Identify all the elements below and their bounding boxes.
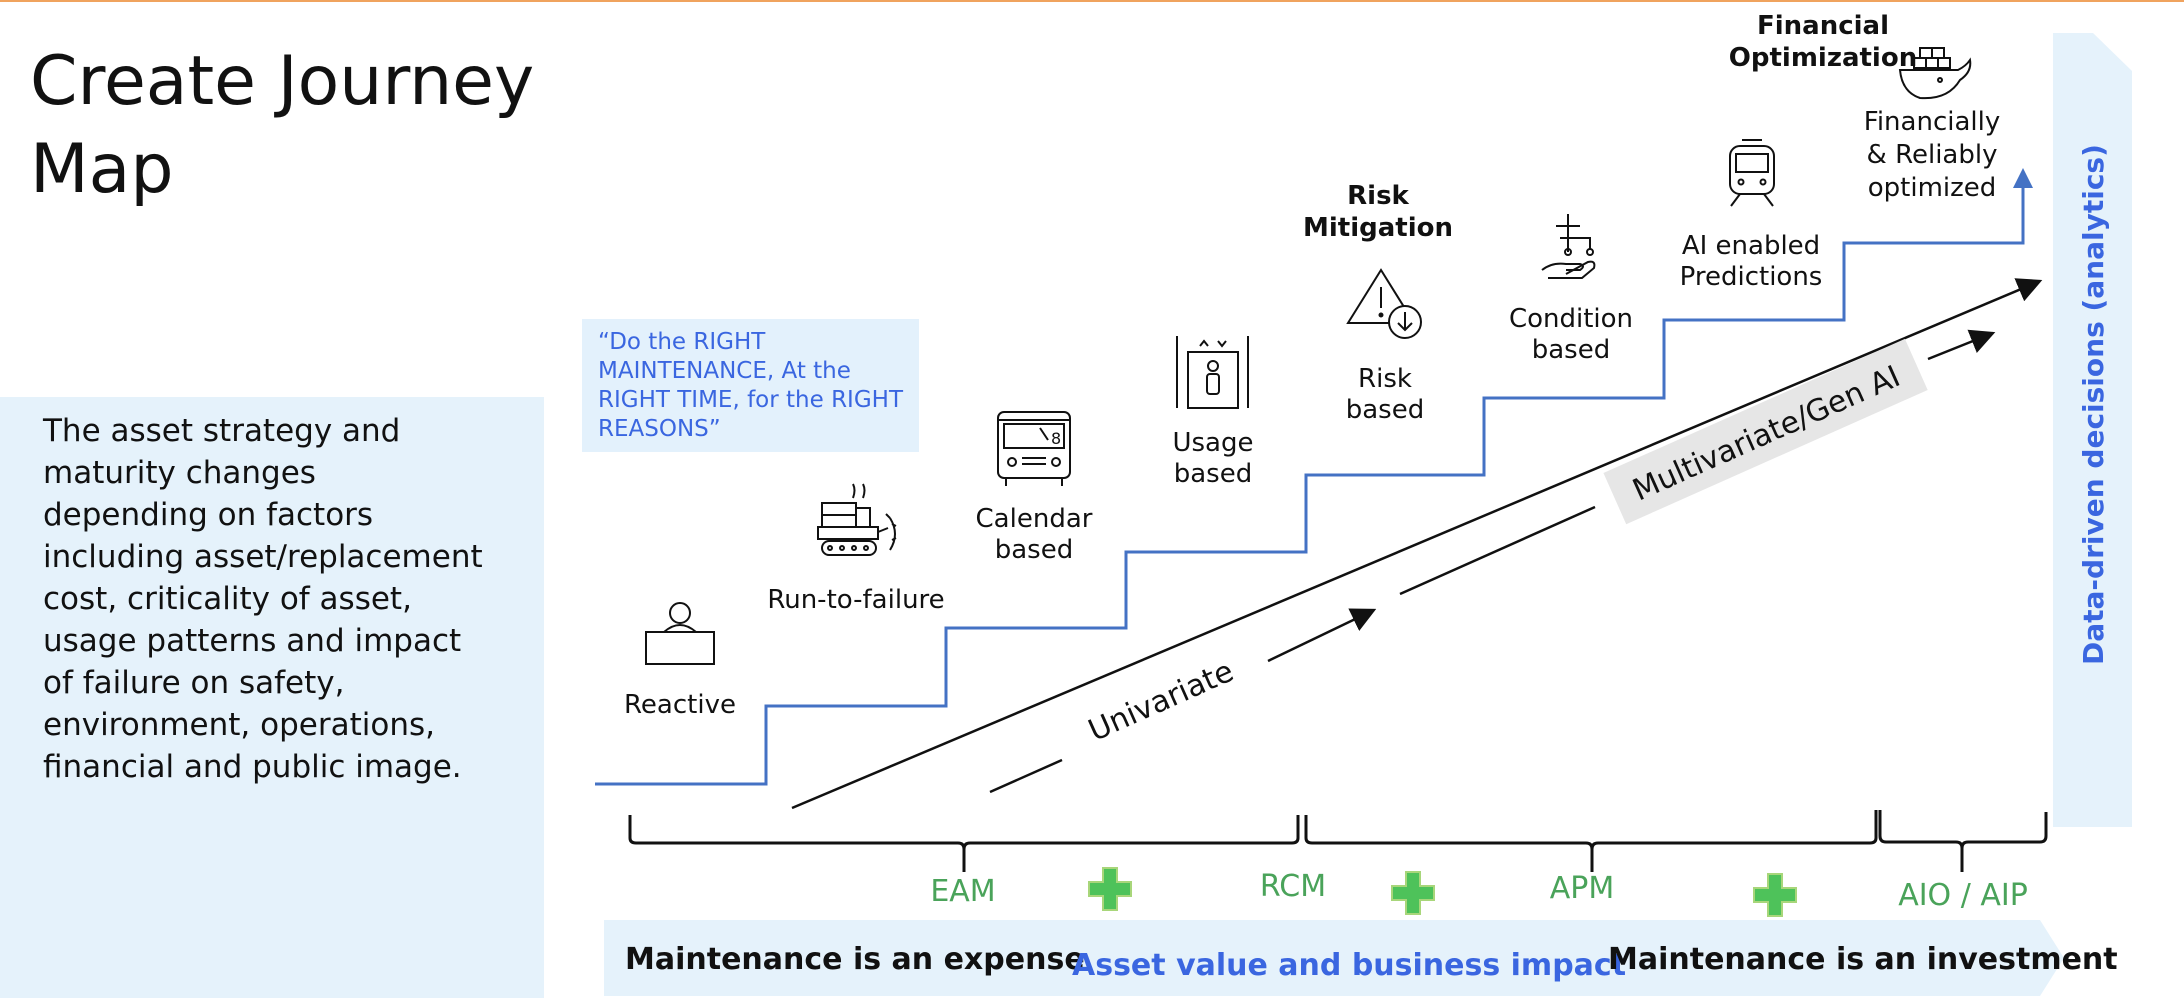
left-info-panel — [0, 397, 544, 998]
vertical-axis-label: Data-driven decisions (analytics) — [2077, 144, 2110, 665]
multivariate-dash — [1399, 505, 1596, 596]
warning-icon — [1346, 268, 1422, 339]
label-eam: EAM — [930, 874, 995, 909]
stage-usage-line2: based — [1174, 459, 1252, 489]
bracket-eam — [628, 815, 1300, 872]
plus-icon — [1391, 871, 1435, 915]
banner-center-text: Asset value and business impact — [1072, 948, 1626, 983]
bulldozer-icon — [817, 483, 897, 556]
vertical-arrow — [2053, 33, 2132, 827]
step-line-arrowhead — [2013, 168, 2033, 188]
milestone-financial-optimization-line1: Financial — [1757, 11, 1889, 41]
univariate-label: Univariate — [1083, 654, 1239, 749]
page-title: Create Journey Map — [30, 42, 535, 209]
stage-run-to-failure: Run-to-failure — [767, 585, 944, 615]
banner-right-text: Maintenance is an investment — [1608, 942, 2118, 977]
hand-circuit-icon — [1541, 214, 1596, 279]
stage-calendar-line2: based — [995, 535, 1073, 565]
milestone-risk-mitigation-line2: Mitigation — [1303, 213, 1453, 243]
univariate-arrow — [1267, 608, 1377, 663]
label-rcm: RCM — [1260, 869, 1326, 904]
plus-icon — [1753, 873, 1797, 917]
banner-left-text: Maintenance is an expense — [625, 942, 1085, 977]
bus-icon: 8 — [997, 411, 1071, 486]
multivariate-label-box: Multivariate/Gen AI — [1603, 338, 1928, 525]
stage-financial-line2: & Reliably — [1867, 140, 1998, 170]
top-accent-line — [0, 0, 2184, 2]
multivariate-arrow — [1927, 329, 1996, 361]
bottom-banner — [604, 920, 2064, 996]
stage-ai-line2: Predictions — [1680, 262, 1823, 292]
stage-risk-line1: Risk — [1358, 364, 1412, 394]
left-panel-text: The asset strategy and maturity changes … — [43, 413, 483, 785]
milestone-risk-mitigation-line1: Risk — [1347, 181, 1409, 211]
trend-arrow-main — [791, 278, 2043, 810]
plus-icon — [1088, 867, 1132, 911]
bracket-aio — [1878, 810, 2048, 872]
stage-condition-line2: based — [1532, 335, 1610, 365]
label-apm: APM — [1550, 871, 1615, 906]
milestone-financial-optimization-line2: Optimization — [1729, 43, 1917, 73]
quote-text: “Do the RIGHT MAINTENANCE, At the RIGHT … — [598, 329, 903, 442]
person-desk-icon — [645, 602, 715, 665]
elevator-icon — [1176, 336, 1249, 409]
maturity-step-line — [595, 180, 2025, 786]
cargo-ship-icon — [1898, 47, 1972, 100]
bracket-apm — [1304, 810, 1878, 872]
stage-financial-line3: optimized — [1868, 173, 1997, 203]
stage-ai-line1: AI enabled — [1682, 231, 1820, 261]
stage-reactive: Reactive — [624, 690, 736, 720]
stage-usage-line1: Usage — [1172, 428, 1253, 458]
stage-financial-line1: Financially — [1864, 107, 2000, 137]
stage-risk-line2: based — [1346, 395, 1424, 425]
label-aio-aip: AIO / AIP — [1898, 878, 2028, 913]
train-icon — [1729, 139, 1775, 207]
univariate-dash — [989, 758, 1063, 794]
stage-condition-line1: Condition — [1509, 304, 1633, 334]
quote-box — [582, 319, 919, 452]
multivariate-label: Multivariate/Gen AI — [1628, 359, 1906, 508]
stage-calendar-line1: Calendar — [976, 504, 1093, 534]
svg-text:8: 8 — [1051, 429, 1061, 448]
